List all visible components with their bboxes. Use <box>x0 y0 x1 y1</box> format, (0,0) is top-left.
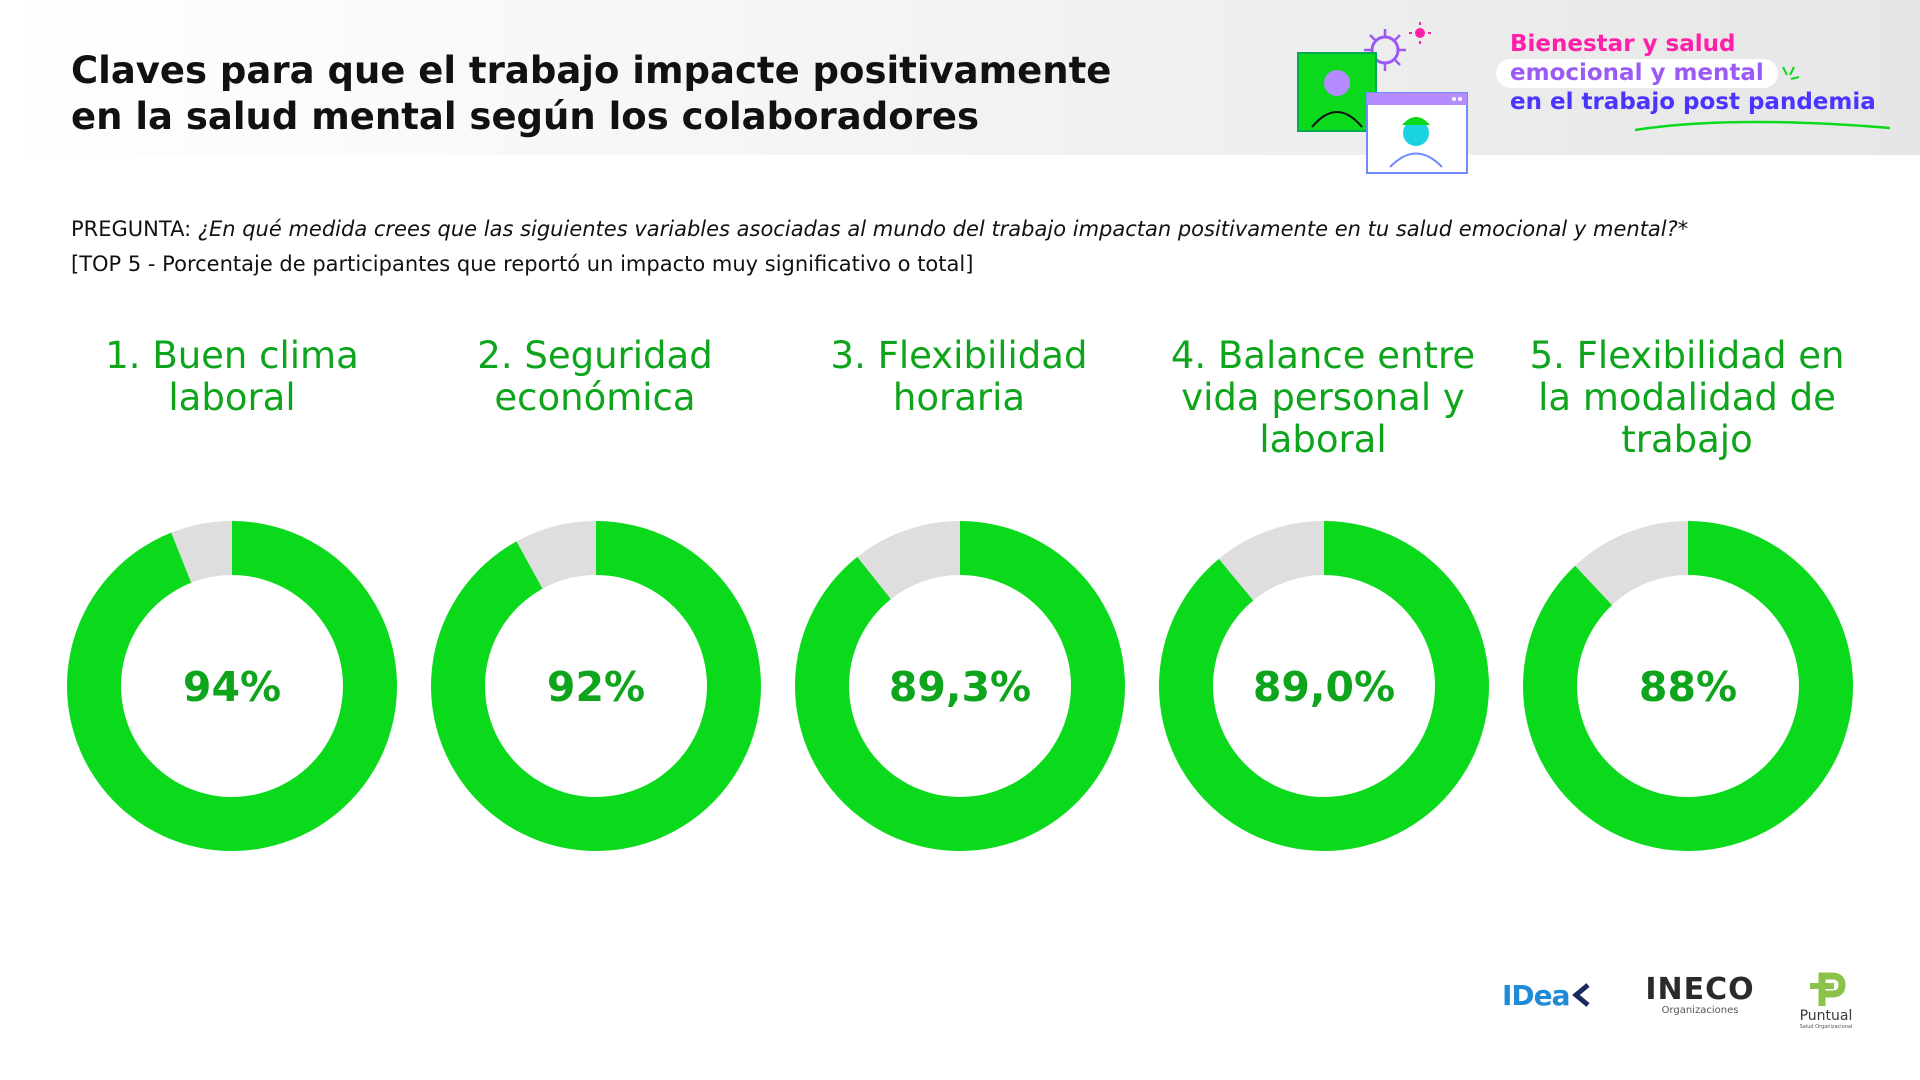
donut-remainder-arc <box>1575 521 1688 606</box>
ineco-logo-sub: Organizaciones <box>1661 1005 1739 1016</box>
donut-value-label: 89,0% <box>1253 663 1395 711</box>
donut-remainder-arc <box>857 521 960 600</box>
donut-chart-2: 92% <box>431 521 761 851</box>
green-person-card <box>1297 52 1377 132</box>
kpi-column-5: 5. Flexibilidad en la modalidad de traba… <box>1517 335 1857 485</box>
idea-chevron-icon <box>1572 983 1590 1007</box>
puntual-mark-icon <box>1810 972 1846 1006</box>
donut-chart-4: 89,0% <box>1159 521 1489 851</box>
page-title: Claves para que el trabajo impacte posit… <box>71 48 1171 140</box>
idea-logo-text: IDea <box>1502 979 1570 1012</box>
donut-remainder-arc <box>171 521 232 583</box>
donut-value-label: 94% <box>183 663 281 711</box>
question-block: PREGUNTA: ¿En qué medida crees que las s… <box>71 212 1851 282</box>
donut-remainder-arc <box>1218 521 1324 601</box>
donut-svg: 94% <box>67 521 397 851</box>
donut-value-arc <box>795 521 1125 851</box>
kpi-label: 1. Buen clima laboral <box>105 334 359 419</box>
kpi-label: 5. Flexibilidad en la modalidad de traba… <box>1529 334 1845 461</box>
kpi-column-1: 1. Buen clima laboral <box>62 335 402 485</box>
donut-value-arc <box>67 521 397 851</box>
question-prefix: PREGUNTA: <box>71 217 198 241</box>
kpi-label: 2. Seguridad económica <box>477 334 713 419</box>
page-title-line1: Claves para que el trabajo impacte posit… <box>71 49 1112 92</box>
question-line: PREGUNTA: ¿En qué medida crees que las s… <box>71 212 1851 247</box>
donut-value-arc <box>1159 521 1489 851</box>
donut-svg: 89,0% <box>1159 521 1489 851</box>
kpi-label: 4. Balance entre vida personal y laboral <box>1170 334 1476 461</box>
kpi-column-4: 4. Balance entre vida personal y laboral <box>1153 335 1493 485</box>
banner-line1: Bienestar y salud <box>1510 31 1736 57</box>
kpi-label: 3. Flexibilidad horaria <box>830 334 1088 419</box>
donut-svg: 92% <box>431 521 761 851</box>
donut-value-label: 89,3% <box>889 663 1031 711</box>
banner-illustration <box>1297 22 1891 174</box>
ineco-logo-name: INECO <box>1645 972 1755 1007</box>
page-title-line2: en la salud mental según los colaborador… <box>71 95 979 138</box>
banner-title: Bienestar y salud emocional y mental en … <box>1496 30 1876 117</box>
kpi-column-3: 3. Flexibilidad horaria <box>789 335 1129 485</box>
question-note: [TOP 5 - Porcentaje de participantes que… <box>71 252 974 276</box>
donut-value-arc <box>431 521 761 851</box>
kpi-column-2: 2. Seguridad económica <box>425 335 765 485</box>
sun-icon <box>1409 22 1431 44</box>
ineco-logo: INECO Organizaciones <box>1640 972 1760 1016</box>
browser-window-card <box>1366 92 1468 174</box>
donut-svg: 88% <box>1523 521 1853 851</box>
puntual-logo: Puntual Salud Organizacional <box>1796 970 1856 1030</box>
banner-line3: en el trabajo post pandemia <box>1510 89 1876 115</box>
donut-value-label: 92% <box>547 663 645 711</box>
puntual-logo-sub: Salud Organizacional <box>1799 1024 1853 1030</box>
puntual-logo-name: Puntual <box>1799 1008 1853 1024</box>
idea-logo: IDea <box>1502 979 1590 1012</box>
donut-chart-3: 89,3% <box>795 521 1125 851</box>
banner-line2: emocional y mental <box>1496 59 1778 88</box>
question-text: ¿En qué medida crees que las siguientes … <box>197 217 1689 241</box>
donut-value-label: 88% <box>1639 663 1737 711</box>
donut-remainder-arc <box>516 521 596 589</box>
donut-chart-1: 94% <box>67 521 397 851</box>
donut-value-arc <box>1523 521 1853 851</box>
donut-svg: 89,3% <box>795 521 1125 851</box>
underline-swoosh <box>1634 120 1891 132</box>
donut-chart-5: 88% <box>1523 521 1853 851</box>
sparkle-icon <box>1782 66 1800 80</box>
